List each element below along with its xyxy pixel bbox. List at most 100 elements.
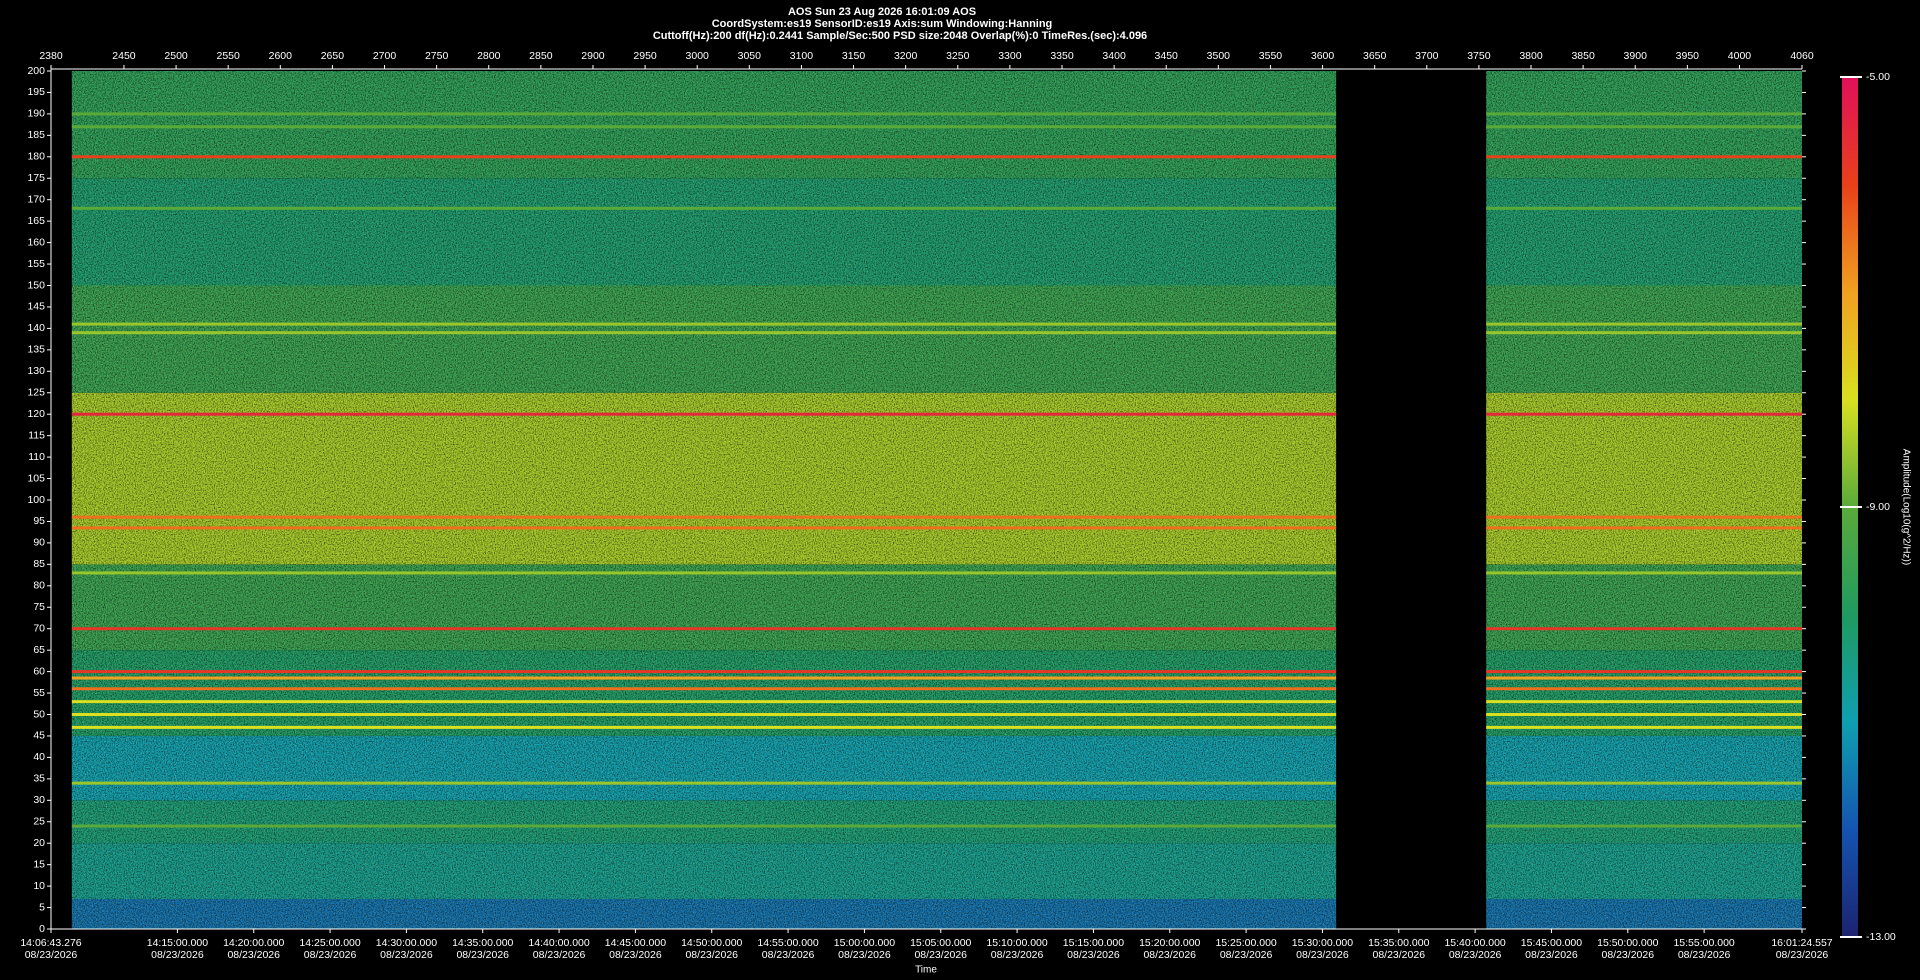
tonal-line: [1486, 155, 1802, 159]
y-tick-label: 15: [33, 858, 45, 870]
top-tick-label: 3700: [1415, 50, 1439, 62]
time-tick-label: 15:40:00.000: [1444, 937, 1505, 949]
top-tick-label: 3650: [1363, 50, 1387, 62]
y-tick-label: 170: [27, 193, 45, 205]
tonal-line: [1486, 331, 1802, 335]
y-tick-label: 75: [33, 601, 45, 613]
date-label: 08/23/2026: [1525, 949, 1578, 961]
y-tick-label: 115: [28, 429, 45, 441]
tonal-line: [1486, 112, 1802, 116]
tonal-line: [71, 526, 1337, 530]
tonal-line: [71, 331, 1337, 335]
time-tick-label: 14:30:00.000: [376, 937, 437, 949]
time-tick-label: 15:25:00.000: [1215, 937, 1276, 949]
date-label: 08/23/2026: [838, 949, 891, 961]
tonal-line: [71, 515, 1337, 519]
top-tick-label: 2700: [373, 50, 397, 62]
y-tick-label: 10: [33, 880, 45, 892]
y-tick-label: 145: [27, 301, 45, 313]
y-tick-label: 125: [27, 387, 45, 399]
top-tick-label: 3200: [894, 50, 918, 62]
tonal-line: [71, 571, 1337, 575]
tonal-line: [71, 824, 1337, 828]
y-tick-label: 160: [27, 236, 45, 248]
y-tick-label: 35: [33, 773, 45, 785]
date-label: 08/23/2026: [1678, 949, 1731, 961]
y-tick-label: 70: [33, 622, 45, 634]
y-tick-label: 25: [33, 816, 45, 828]
time-tick-label: 15:55:00.000: [1673, 937, 1734, 949]
tonal-line: [71, 125, 1337, 129]
top-tick-label: 4000: [1728, 50, 1752, 62]
date-label: 08/23/2026: [227, 949, 280, 961]
y-tick-label: 195: [27, 86, 45, 98]
tonal-line: [1486, 687, 1802, 691]
y-tick-label: 200: [27, 65, 45, 77]
top-tick-label: 3450: [1155, 50, 1179, 62]
y-tick-label: 110: [28, 451, 45, 463]
top-tick-label: 3750: [1467, 50, 1491, 62]
top-tick-label: 3800: [1519, 50, 1543, 62]
tonal-line: [1486, 725, 1802, 729]
tonal-line: [1486, 670, 1802, 674]
top-tick-label: 3350: [1050, 50, 1074, 62]
y-tick-label: 180: [27, 151, 45, 163]
y-tick-label: 155: [27, 258, 45, 270]
y-tick-label: 30: [33, 794, 45, 806]
y-tick-label: 85: [33, 558, 45, 570]
top-tick-label: 3150: [842, 50, 866, 62]
time-tick-label: 15:45:00.000: [1521, 937, 1582, 949]
y-tick-label: 120: [27, 408, 45, 420]
date-label: 08/23/2026: [991, 949, 1044, 961]
settings-line: Cuttoff(Hz):200 df(Hz):0.2441 Sample/Sec…: [653, 30, 1147, 42]
tonal-line: [71, 112, 1337, 116]
tonal-line: [1486, 206, 1802, 210]
y-tick-label: 130: [27, 365, 45, 377]
top-tick-label: 3000: [686, 50, 710, 62]
top-tick-label: 2500: [164, 50, 188, 62]
date-label: 08/23/2026: [1143, 949, 1196, 961]
top-tick-label: 3550: [1259, 50, 1283, 62]
tonal-line: [71, 725, 1337, 729]
date-label: 08/23/2026: [533, 949, 586, 961]
top-tick-label: 3900: [1624, 50, 1648, 62]
y-tick-label: 50: [33, 708, 45, 720]
tonal-line: [1486, 125, 1802, 129]
y-tick-label: 105: [27, 472, 45, 484]
time-tick-label: 15:10:00.000: [986, 937, 1047, 949]
top-tick-label: 2600: [269, 50, 293, 62]
date-label: 08/23/2026: [762, 949, 815, 961]
y-tick-label: 100: [27, 494, 45, 506]
date-label: 08/23/2026: [1776, 949, 1829, 961]
date-label: 08/23/2026: [151, 949, 204, 961]
top-tick-label: 2750: [425, 50, 449, 62]
tonal-line: [71, 700, 1337, 704]
time-tick-label: 15:30:00.000: [1292, 937, 1353, 949]
tonal-line: [71, 155, 1337, 159]
y-tick-label: 20: [33, 837, 45, 849]
time-tick-label: 14:15:00.000: [147, 937, 208, 949]
y-tick-label: 150: [27, 279, 45, 291]
y-tick-label: 60: [33, 665, 45, 677]
date-label: 08/23/2026: [1296, 949, 1349, 961]
y-tick-label: 0: [39, 923, 45, 935]
time-tick-label: 14:06:43.276: [20, 937, 81, 949]
top-tick-label: 2450: [112, 50, 136, 62]
tonal-line: [71, 670, 1337, 674]
y-tick-label: 95: [33, 515, 45, 527]
top-tick-label: 2380: [39, 50, 63, 62]
y-tick-label: 40: [33, 751, 45, 763]
y-tick-label: 185: [27, 129, 45, 141]
top-tick-label: 2950: [633, 50, 657, 62]
tonal-line: [1486, 571, 1802, 575]
tonal-line: [71, 206, 1337, 210]
top-tick-label: 2650: [321, 50, 345, 62]
date-label: 08/23/2026: [380, 949, 433, 961]
date-label: 08/23/2026: [456, 949, 509, 961]
tonal-line: [1486, 526, 1802, 530]
top-tick-label: 4060: [1790, 50, 1814, 62]
tonal-line: [71, 412, 1337, 416]
y-tick-label: 80: [33, 580, 45, 592]
time-tick-label: 15:05:00.000: [910, 937, 971, 949]
tonal-line: [71, 713, 1337, 716]
